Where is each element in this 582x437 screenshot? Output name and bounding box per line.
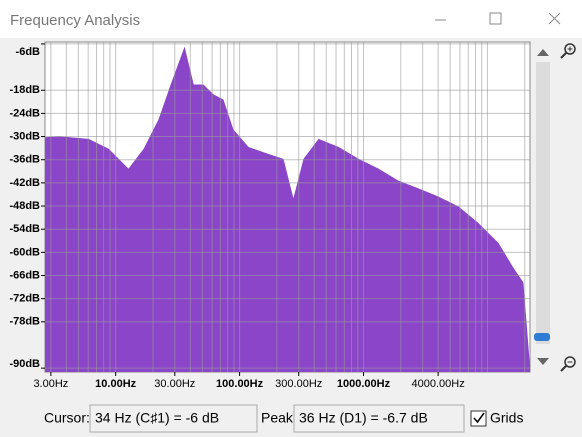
y-tick-label: -78dB bbox=[9, 316, 40, 328]
window-title: Frequency Analysis bbox=[10, 12, 140, 29]
y-tick-label: -48dB bbox=[9, 200, 40, 212]
zoom-slider-track[interactable] bbox=[536, 62, 550, 344]
x-tick-label: 1000.00Hz bbox=[337, 378, 391, 390]
y-tick-label: -60dB bbox=[9, 246, 40, 258]
zoom-slider-thumb[interactable] bbox=[534, 333, 550, 341]
grids-label[interactable]: Grids bbox=[490, 410, 523, 426]
y-tick-label: -36dB bbox=[9, 154, 40, 166]
x-tick-label: 3.00Hz bbox=[33, 378, 68, 390]
cursor-label: Cursor: bbox=[44, 410, 90, 426]
x-tick-label: 300.00Hz bbox=[275, 378, 322, 390]
x-tick-label: 4000.00Hz bbox=[412, 378, 465, 390]
y-tick-label: -24dB bbox=[9, 107, 40, 119]
cursor-field bbox=[89, 404, 258, 433]
maximize-button[interactable] bbox=[489, 12, 502, 25]
spectrum-area bbox=[45, 46, 530, 372]
x-tick-label: 10.00Hz bbox=[95, 378, 136, 390]
y-tick-label: -90dB bbox=[9, 358, 40, 370]
y-tick-label: -72dB bbox=[9, 293, 40, 305]
title-bar bbox=[0, 0, 582, 38]
y-tick-label: -6dB bbox=[16, 46, 41, 58]
x-tick-label: 100.00Hz bbox=[216, 378, 264, 390]
peak-field bbox=[293, 404, 465, 433]
x-tick-label: 30.00Hz bbox=[154, 378, 195, 390]
scroll-down[interactable] bbox=[537, 358, 549, 365]
zoom-out[interactable] bbox=[560, 356, 576, 372]
peak-value: 36 Hz (D1) = -6.7 dB bbox=[299, 410, 428, 426]
plot: -6dB -18dB -24dB -30dB -36dB -42dB -48dB -54dB -… bbox=[9, 42, 530, 390]
cursor-value: 34 Hz (C♯1) = -6 dB bbox=[95, 410, 219, 426]
y-tick-label: -18dB bbox=[9, 84, 40, 96]
y-tick-label: -66dB bbox=[9, 269, 40, 281]
y-tick-label: -30dB bbox=[9, 130, 40, 142]
y-tick-label: -42dB bbox=[9, 177, 40, 189]
zoom-in[interactable] bbox=[560, 43, 576, 59]
scroll-up[interactable] bbox=[537, 49, 549, 56]
peak-label: Peak: bbox=[261, 410, 297, 426]
close-button[interactable] bbox=[548, 12, 561, 25]
checkmark bbox=[473, 412, 485, 424]
y-tick-label: -54dB bbox=[9, 223, 40, 235]
